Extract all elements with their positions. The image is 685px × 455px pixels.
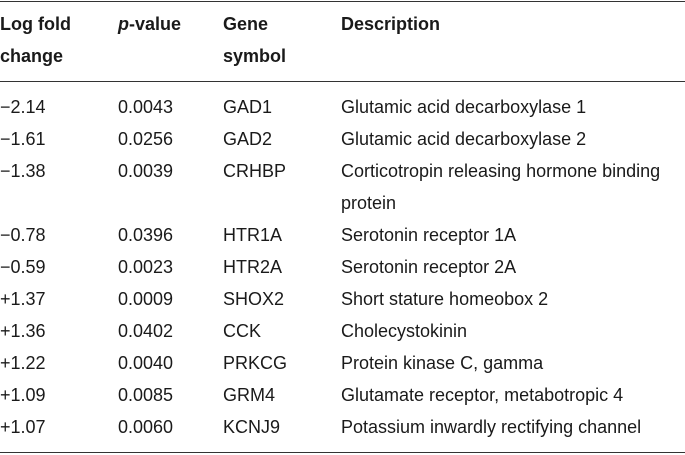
cell-log-fold-change: +1.22 [0,353,46,373]
header-gene-symbol-line2: symbol [223,46,287,66]
cell-gene-symbol: SHOX2 [223,289,285,309]
cell-log-fold-change: −1.38 [0,161,46,181]
cell-gene-symbol: GAD1 [223,97,273,117]
cell-gene-symbol: PRKCG [223,353,288,373]
cell-gene-symbol: CCK [223,321,262,341]
cell-p-value: 0.0023 [118,257,174,277]
cell-gene-symbol: KCNJ9 [223,417,281,437]
cell-description: Serotonin receptor 2A [341,257,517,277]
cell-p-value: 0.0060 [118,417,174,437]
cell-description: Glutamate receptor, metabotropic 4 [341,385,624,405]
table-top-rule [0,1,685,2]
header-log-fold-change-line1: Log fold [0,14,71,34]
table-header-rule [0,81,685,82]
cell-description: Serotonin receptor 1A [341,225,517,245]
cell-log-fold-change: +1.36 [0,321,46,341]
cell-p-value: 0.0040 [118,353,174,373]
cell-gene-symbol: GAD2 [223,129,273,149]
cell-gene-symbol: HTR1A [223,225,283,245]
cell-log-fold-change: −2.14 [0,97,46,117]
table-bottom-rule [0,452,685,453]
cell-log-fold-change: +1.07 [0,417,46,437]
cell-description: Corticotropin releasing hormone binding … [341,161,661,213]
cell-p-value: 0.0009 [118,289,174,309]
cell-description: Cholecystokinin [341,321,468,341]
cell-log-fold-change: +1.37 [0,289,46,309]
header-gene-symbol: Gene symbol [223,8,286,72]
cell-log-fold-change: −0.78 [0,225,46,245]
cell-log-fold-change: −0.59 [0,257,46,277]
cell-description: Potassium inwardly rectifying channel [341,417,642,437]
cell-description: Glutamic acid decarboxylase 1 [341,97,587,117]
header-description: Description [341,14,441,34]
cell-description: Short stature homeobox 2 [341,289,549,309]
cell-gene-symbol: HTR2A [223,257,283,277]
header-log-fold-change: Log fold change [0,8,71,72]
cell-p-value: 0.0396 [118,225,174,245]
header-p-value-italic: p [118,14,129,34]
cell-description: Glutamic acid decarboxylase 2 [341,129,587,149]
header-gene-symbol-line1: Gene [223,14,269,34]
cell-p-value: 0.0085 [118,385,174,405]
cell-p-value: 0.0256 [118,129,174,149]
cell-log-fold-change: −1.61 [0,129,46,149]
cell-p-value: 0.0043 [118,97,174,117]
cell-log-fold-change: +1.09 [0,385,46,405]
cell-p-value: 0.0402 [118,321,174,341]
header-log-fold-change-line2: change [0,46,64,66]
cell-gene-symbol: GRM4 [223,385,276,405]
cell-gene-symbol: CRHBP [223,161,287,181]
header-p-value: p-value [118,8,181,40]
header-p-value-rest: -value [129,14,182,34]
cell-description: Protein kinase C, gamma [341,353,544,373]
cell-p-value: 0.0039 [118,161,174,181]
